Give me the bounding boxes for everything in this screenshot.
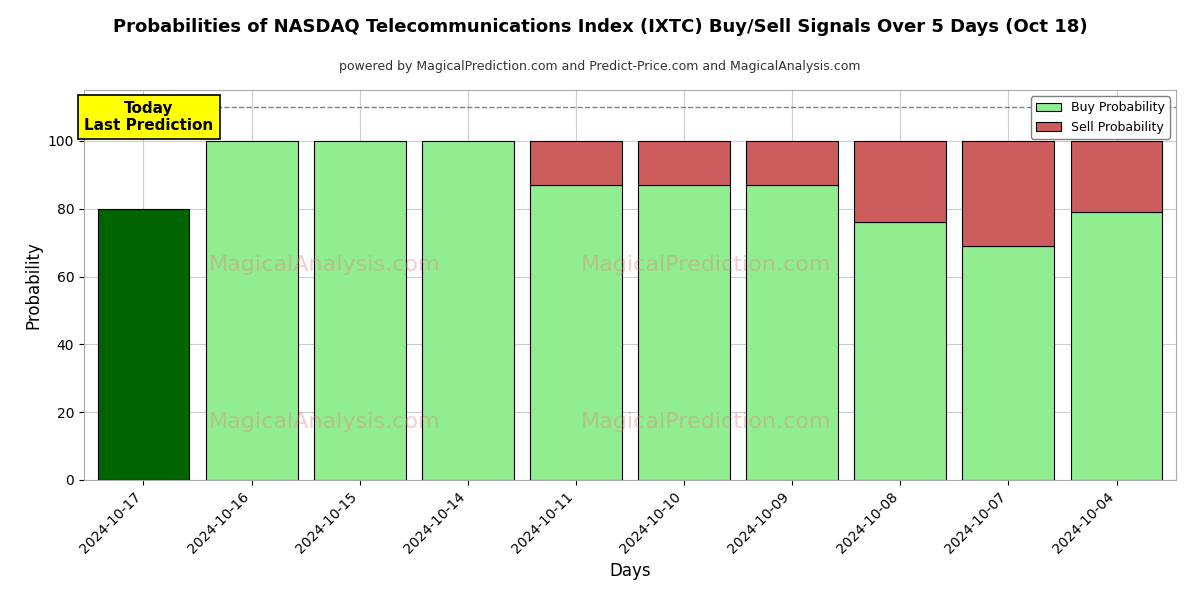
Bar — [638, 141, 730, 185]
Bar — [530, 141, 622, 185]
Bar — [746, 141, 838, 185]
Bar — [854, 222, 947, 480]
Bar — [313, 141, 406, 480]
Y-axis label: Probability: Probability — [24, 241, 42, 329]
X-axis label: Days: Days — [610, 562, 650, 580]
Text: Probabilities of NASDAQ Telecommunications Index (IXTC) Buy/Sell Signals Over 5 : Probabilities of NASDAQ Telecommunicatio… — [113, 18, 1087, 36]
Bar — [746, 185, 838, 480]
Bar — [205, 141, 298, 480]
Bar — [530, 185, 622, 480]
Bar — [1070, 141, 1163, 212]
Bar — [962, 246, 1055, 480]
Bar — [962, 141, 1055, 246]
Bar — [638, 185, 730, 480]
Legend: Buy Probability, Sell Probability: Buy Probability, Sell Probability — [1031, 96, 1170, 139]
Bar — [97, 209, 190, 480]
Text: MagicalPrediction.com: MagicalPrediction.com — [581, 256, 832, 275]
Text: Today
Last Prediction: Today Last Prediction — [84, 101, 214, 133]
Text: MagicalPrediction.com: MagicalPrediction.com — [581, 412, 832, 431]
Bar — [854, 141, 947, 222]
Bar — [1070, 212, 1163, 480]
Text: powered by MagicalPrediction.com and Predict-Price.com and MagicalAnalysis.com: powered by MagicalPrediction.com and Pre… — [340, 60, 860, 73]
Text: MagicalAnalysis.com: MagicalAnalysis.com — [209, 412, 440, 431]
Text: MagicalAnalysis.com: MagicalAnalysis.com — [209, 256, 440, 275]
Bar — [422, 141, 514, 480]
